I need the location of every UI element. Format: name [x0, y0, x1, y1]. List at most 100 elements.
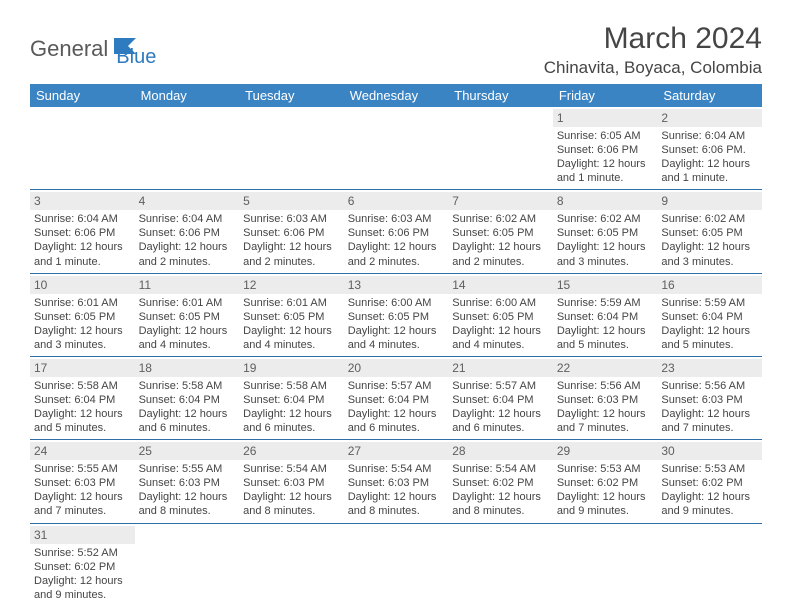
day-info: Sunrise: 5:59 AMSunset: 6:04 PMDaylight:… [661, 296, 758, 352]
sunrise-text: Sunrise: 5:55 AM [139, 462, 236, 476]
sunrise-text: Sunrise: 5:59 AM [661, 296, 758, 310]
day-info: Sunrise: 6:01 AMSunset: 6:05 PMDaylight:… [139, 296, 236, 352]
calendar-empty-cell [657, 523, 762, 606]
day-info: Sunrise: 6:03 AMSunset: 6:06 PMDaylight:… [243, 212, 340, 268]
sunset-text: Sunset: 6:03 PM [348, 476, 445, 490]
daylight-text: Daylight: 12 hours and 4 minutes. [139, 324, 236, 352]
sunset-text: Sunset: 6:05 PM [557, 226, 654, 240]
sunrise-text: Sunrise: 5:54 AM [348, 462, 445, 476]
daylight-text: Daylight: 12 hours and 2 minutes. [452, 240, 549, 268]
sunrise-text: Sunrise: 5:53 AM [661, 462, 758, 476]
sunset-text: Sunset: 6:02 PM [34, 560, 131, 574]
day-number: 27 [344, 442, 449, 460]
sunset-text: Sunset: 6:05 PM [661, 226, 758, 240]
daylight-text: Daylight: 12 hours and 1 minute. [661, 157, 758, 185]
calendar-day-cell: 11Sunrise: 6:01 AMSunset: 6:05 PMDayligh… [135, 273, 240, 356]
day-info: Sunrise: 6:00 AMSunset: 6:05 PMDaylight:… [348, 296, 445, 352]
daylight-text: Daylight: 12 hours and 2 minutes. [348, 240, 445, 268]
calendar-empty-cell [239, 523, 344, 606]
day-number: 25 [135, 442, 240, 460]
sunset-text: Sunset: 6:06 PM [139, 226, 236, 240]
day-info: Sunrise: 5:54 AMSunset: 6:03 PMDaylight:… [348, 462, 445, 518]
sunset-text: Sunset: 6:05 PM [243, 310, 340, 324]
calendar-day-cell: 14Sunrise: 6:00 AMSunset: 6:05 PMDayligh… [448, 273, 553, 356]
title-block: March 2024 Chinavita, Boyaca, Colombia [544, 22, 762, 78]
weekday-header: Sunday [30, 84, 135, 107]
day-info: Sunrise: 5:56 AMSunset: 6:03 PMDaylight:… [557, 379, 654, 435]
daylight-text: Daylight: 12 hours and 6 minutes. [348, 407, 445, 435]
day-number: 5 [239, 192, 344, 210]
sunset-text: Sunset: 6:04 PM [243, 393, 340, 407]
header: General Blue March 2024 Chinavita, Boyac… [30, 22, 762, 78]
day-number: 28 [448, 442, 553, 460]
calendar-day-cell: 2Sunrise: 6:04 AMSunset: 6:06 PM.Dayligh… [657, 107, 762, 190]
sunset-text: Sunset: 6:06 PM [557, 143, 654, 157]
sunset-text: Sunset: 6:05 PM [139, 310, 236, 324]
day-number: 12 [239, 276, 344, 294]
day-number: 10 [30, 276, 135, 294]
daylight-text: Daylight: 12 hours and 1 minute. [557, 157, 654, 185]
sunset-text: Sunset: 6:03 PM [34, 476, 131, 490]
day-number: 13 [344, 276, 449, 294]
calendar-day-cell: 10 Sunrise: 6:01 AMSunset: 6:05 PMDayligh… [30, 273, 135, 356]
calendar-week-row: 24Sunrise: 5:55 AMSunset: 6:03 PMDayligh… [30, 440, 762, 523]
calendar-week-row: 31Sunrise: 5:52 AMSunset: 6:02 PMDayligh… [30, 523, 762, 606]
day-number: 19 [239, 359, 344, 377]
day-info: Sunrise: 5:52 AMSunset: 6:02 PMDaylight:… [34, 546, 131, 602]
calendar-day-cell: 1Sunrise: 6:05 AMSunset: 6:06 PMDaylight… [553, 107, 658, 190]
calendar-day-cell: 30Sunrise: 5:53 AMSunset: 6:02 PMDayligh… [657, 440, 762, 523]
daylight-text: Daylight: 12 hours and 4 minutes. [348, 324, 445, 352]
daylight-text: Daylight: 12 hours and 2 minutes. [139, 240, 236, 268]
calendar-day-cell: 15 Sunrise: 5:59 AMSunset: 6:04 PMDayligh… [553, 273, 658, 356]
day-number: 3 [30, 192, 135, 210]
sunset-text: Sunset: 6:04 PM [661, 310, 758, 324]
day-info: Sunrise: 6:03 AMSunset: 6:06 PMDaylight:… [348, 212, 445, 268]
calendar-day-cell: 4Sunrise: 6:04 AMSunset: 6:06 PMDaylight… [135, 190, 240, 273]
day-info: Sunrise: 5:54 AMSunset: 6:02 PMDaylight:… [452, 462, 549, 518]
calendar-day-cell: 25Sunrise: 5:55 AMSunset: 6:03 PMDayligh… [135, 440, 240, 523]
day-info: Sunrise: 5:58 AMSunset: 6:04 PMDaylight:… [243, 379, 340, 435]
calendar-day-cell: 20Sunrise: 5:57 AMSunset: 6:04 PMDayligh… [344, 356, 449, 439]
day-number: 15 [553, 276, 658, 294]
daylight-text: Daylight: 12 hours and 6 minutes. [243, 407, 340, 435]
day-info: Sunrise: 6:01 AMSunset: 6:05 PMDaylight:… [34, 296, 131, 352]
sunset-text: Sunset: 6:06 PM [243, 226, 340, 240]
calendar-day-cell: 21Sunrise: 5:57 AMSunset: 6:04 PMDayligh… [448, 356, 553, 439]
daylight-text: Daylight: 12 hours and 7 minutes. [557, 407, 654, 435]
sunrise-text: Sunrise: 6:04 AM [34, 212, 131, 226]
daylight-text: Daylight: 12 hours and 5 minutes. [661, 324, 758, 352]
calendar-empty-cell [344, 523, 449, 606]
sunrise-text: Sunrise: 6:04 AM [661, 129, 758, 143]
day-number: 21 [448, 359, 553, 377]
day-number: 14 [448, 276, 553, 294]
day-number: 18 [135, 359, 240, 377]
sunrise-text: Sunrise: 6:00 AM [348, 296, 445, 310]
day-info: Sunrise: 6:02 AMSunset: 6:05 PMDaylight:… [557, 212, 654, 268]
calendar-day-cell: 28 Sunrise: 5:54 AMSunset: 6:02 PMDayligh… [448, 440, 553, 523]
daylight-text: Daylight: 12 hours and 9 minutes. [557, 490, 654, 518]
day-info: Sunrise: 6:04 AMSunset: 6:06 PMDaylight:… [139, 212, 236, 268]
daylight-text: Daylight: 12 hours and 3 minutes. [661, 240, 758, 268]
calendar-day-cell: 26Sunrise: 5:54 AMSunset: 6:03 PMDayligh… [239, 440, 344, 523]
calendar-empty-cell [30, 107, 135, 190]
day-number: 17 [30, 359, 135, 377]
calendar-day-cell: 18Sunrise: 5:58 AMSunset: 6:04 PMDayligh… [135, 356, 240, 439]
sunset-text: Sunset: 6:03 PM [243, 476, 340, 490]
sunset-text: Sunset: 6:05 PM [452, 310, 549, 324]
logo-text-2: Blue [116, 46, 156, 69]
sunrise-text: Sunrise: 6:05 AM [557, 129, 654, 143]
sunrise-text: Sunrise: 6:02 AM [452, 212, 549, 226]
day-info: Sunrise: 6:04 AMSunset: 6:06 PMDaylight:… [34, 212, 131, 268]
calendar-day-cell: 3 Sunrise: 6:04 AMSunset: 6:06 PMDaylight… [30, 190, 135, 273]
day-number: 20 [344, 359, 449, 377]
calendar-empty-cell [448, 107, 553, 190]
sunset-text: Sunset: 6:06 PM [34, 226, 131, 240]
calendar-empty-cell [344, 107, 449, 190]
calendar-table: SundayMondayTuesdayWednesdayThursdayFrid… [30, 84, 762, 606]
daylight-text: Daylight: 12 hours and 8 minutes. [348, 490, 445, 518]
sunrise-text: Sunrise: 6:03 AM [348, 212, 445, 226]
day-info: Sunrise: 5:59 AMSunset: 6:04 PMDaylight:… [557, 296, 654, 352]
sunset-text: Sunset: 6:03 PM [557, 393, 654, 407]
sunrise-text: Sunrise: 5:53 AM [557, 462, 654, 476]
sunrise-text: Sunrise: 5:59 AM [557, 296, 654, 310]
